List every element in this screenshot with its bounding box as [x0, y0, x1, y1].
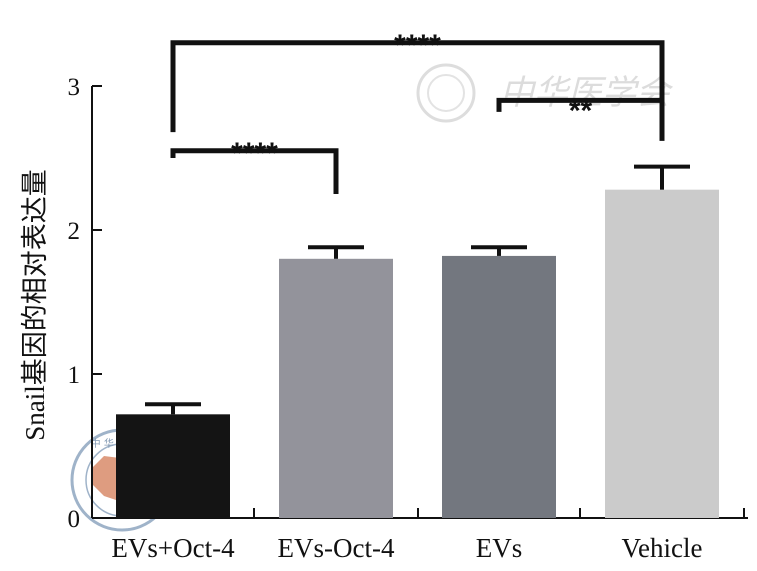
watermark: 中华医学会	[416, 63, 674, 123]
significance-label: ****	[231, 137, 278, 170]
y-axis-label: Snail基因的相对表达量	[20, 169, 50, 441]
significance-bracket	[170, 148, 339, 194]
watermark-emblem-icon	[416, 63, 476, 123]
category-label: EVs	[476, 533, 523, 563]
category-labels: EVs+Oct-4 EVs-Oct-4 EVs Vehicle	[111, 533, 702, 563]
bar	[116, 414, 230, 518]
bars	[116, 189, 719, 519]
y-tick-label: 1	[68, 362, 81, 389]
bar	[442, 255, 556, 519]
significance-label: ****	[394, 29, 441, 62]
category-label: EVs-Oct-4	[278, 533, 395, 563]
watermark-text: 中华医学会	[500, 73, 674, 113]
bar	[605, 189, 719, 518]
y-tick-label: 3	[68, 74, 81, 101]
significance-label: **	[569, 94, 593, 127]
error-bars	[145, 164, 690, 415]
category-label: Vehicle	[622, 533, 703, 563]
x-ticks	[253, 508, 745, 518]
bar	[279, 258, 393, 518]
significance-bracket	[170, 40, 665, 141]
y-tick-label: 0	[68, 506, 81, 533]
y-ticks: 0 1 2 3	[68, 74, 102, 533]
category-label: EVs+Oct-4	[111, 533, 235, 563]
y-tick-label: 2	[68, 218, 81, 245]
significance-brackets: **********	[170, 29, 665, 194]
